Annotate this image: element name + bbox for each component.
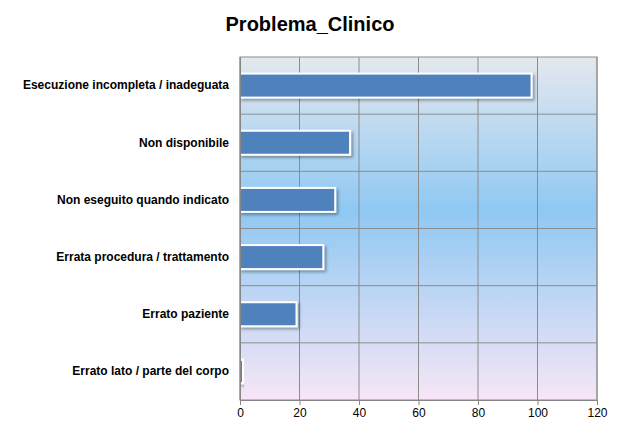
y-tick: Errata procedura / trattamento (56, 250, 240, 264)
plot-area: 0 20 40 60 80 100 120 Esecuzione incompleta / i… (23, 57, 608, 420)
y-tick-label: Non eseguito quando indicato (57, 193, 229, 207)
grid-line (478, 57, 479, 400)
x-tick: 0 (237, 400, 244, 420)
x-tick-mark (478, 400, 479, 405)
plot-frame (240, 57, 597, 400)
bar (240, 188, 335, 212)
chart-title: Problema_Clinico (226, 13, 395, 35)
x-tick: 100 (528, 400, 548, 420)
y-axis: Esecuzione incompleta / inadeguata Non di… (23, 58, 241, 401)
y-tick: Non eseguito quando indicato (57, 193, 240, 207)
y-tick-label: Esecuzione incompleta / inadeguata (23, 78, 229, 92)
x-tick-mark (359, 400, 360, 405)
x-tick-label: 40 (353, 406, 367, 420)
y-tick-label: Errato lato / parte del corpo (72, 364, 229, 378)
x-tick-label: 0 (237, 406, 244, 420)
y-tick-label: Non disponibile (139, 136, 229, 150)
x-tick-mark (597, 400, 598, 405)
grid-line (537, 57, 538, 400)
y-tick: Errato lato / parte del corpo (72, 364, 240, 378)
x-tick-mark (300, 400, 301, 405)
y-tick: Errato paziente (142, 307, 240, 321)
x-axis: 0 20 40 60 80 100 120 (237, 400, 608, 420)
bars (240, 74, 532, 384)
y-axis-line (240, 58, 241, 401)
bar (240, 74, 532, 98)
x-tick: 80 (472, 400, 486, 420)
grid-line (418, 57, 419, 400)
x-tick-mark (538, 400, 539, 405)
x-tick: 60 (412, 400, 426, 420)
x-tick-label: 100 (528, 406, 548, 420)
x-tick-label: 60 (412, 406, 426, 420)
bar (240, 131, 350, 155)
plot-background (240, 57, 597, 400)
grid-line (299, 57, 300, 400)
y-tick-label: Errato paziente (142, 307, 229, 321)
x-tick: 40 (353, 400, 367, 420)
x-tick-label: 120 (587, 406, 607, 420)
grid-line (359, 57, 360, 400)
bar (240, 245, 323, 269)
x-tick: 120 (587, 400, 607, 420)
chart: Problema_Clinico 0 20 40 60 80 100 120 Esecuzion… (0, 0, 618, 433)
y-tick-label: Errata procedura / trattamento (56, 250, 229, 264)
y-tick: Esecuzione incompleta / inadeguata (23, 78, 240, 92)
x-tick-mark (240, 400, 241, 405)
y-tick: Non disponibile (139, 136, 240, 150)
x-tick-label: 80 (472, 406, 486, 420)
x-tick-label: 20 (293, 406, 307, 420)
x-tick-mark (419, 400, 420, 405)
x-tick: 20 (293, 400, 307, 420)
bar (240, 302, 297, 326)
